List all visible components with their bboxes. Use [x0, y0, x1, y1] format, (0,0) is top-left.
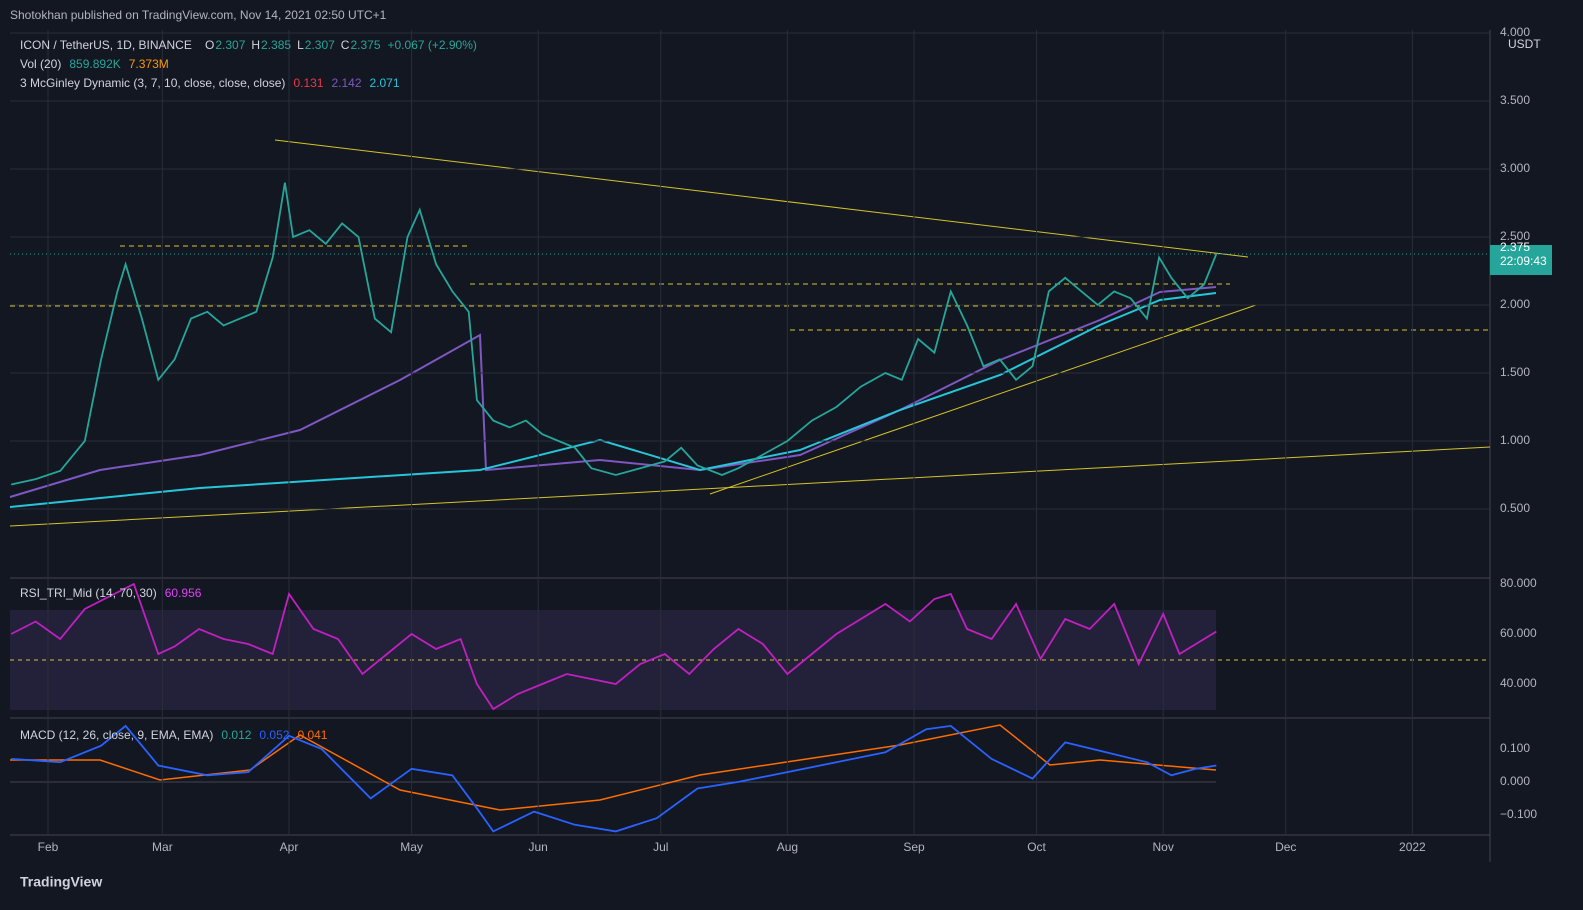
indicator-label: MACD (12, 26, close, 9, EMA, EMA) [20, 728, 213, 742]
trend-line [9, 446, 1491, 527]
quote-key: O [205, 38, 214, 52]
x-tick-label: Mar [152, 840, 173, 854]
indicator-value: 0.012 [221, 728, 251, 742]
x-tick-label: Nov [1153, 840, 1174, 854]
indicator-value: 0.041 [297, 728, 327, 742]
quote-value: 2.375 [350, 38, 380, 52]
y-tick-label: 3.000 [1500, 161, 1530, 175]
x-tick-label: Dec [1275, 840, 1296, 854]
y-tick-label: 0.100 [1500, 741, 1530, 755]
indicator-value: 60.956 [165, 586, 202, 600]
mcginley-slow [9, 286, 1217, 498]
y-tick-label: 40.000 [1500, 676, 1537, 690]
quote-key: L [297, 38, 304, 52]
quote-value: 2.307 [305, 38, 335, 52]
indicator-value: 7.373M [129, 57, 169, 71]
unit: USDT [1508, 37, 1541, 51]
quote-key: C [341, 38, 350, 52]
pane-title: ICON / TetherUS, 1D, BINANCE [20, 38, 192, 52]
indicator-label: 3 McGinley Dynamic (3, 7, 10, close, clo… [20, 76, 285, 90]
quote-value: +0.067 (+2.90%) [388, 38, 477, 52]
footer-logo: TradingView [20, 874, 102, 890]
x-tick-label: Sep [903, 840, 925, 854]
price-badge [1490, 245, 1552, 275]
x-tick-label: Jun [529, 840, 548, 854]
macd-signal [10, 724, 1217, 811]
series-line [11, 724, 1217, 833]
y-tick-label: 1.500 [1500, 365, 1530, 379]
indicator-value: 2.071 [370, 76, 400, 90]
y-tick-label: 0.500 [1500, 501, 1530, 515]
y-tick-label: 3.500 [1500, 93, 1530, 107]
published: Shotokhan published on TradingView.com, … [10, 8, 387, 22]
quote-key: H [251, 38, 260, 52]
y-tick-label: −0.100 [1500, 807, 1537, 821]
quote-value: 2.307 [215, 38, 245, 52]
indicator-label: RSI_TRI_Mid (14, 70, 30) [20, 586, 157, 600]
trend-line [709, 304, 1257, 495]
indicator-label: Vol (20) [20, 57, 61, 71]
y-tick-label: 2.000 [1500, 297, 1530, 311]
quote-value: 2.385 [261, 38, 291, 52]
x-tick-label: May [400, 840, 423, 854]
y-tick-label: 0.000 [1500, 774, 1530, 788]
indicator-value: 2.142 [331, 76, 361, 90]
x-tick-label: 2022 [1399, 840, 1426, 854]
y-tick-label: 60.000 [1500, 626, 1537, 640]
x-tick-label: Jul [653, 840, 668, 854]
x-tick-label: Apr [280, 840, 299, 854]
x-tick-label: Feb [38, 840, 59, 854]
y-tick-label: 80.000 [1500, 576, 1537, 590]
y-tick-label: 1.000 [1500, 433, 1530, 447]
y-tick-label: 4.000 [1500, 25, 1530, 39]
x-tick-label: Oct [1027, 840, 1046, 854]
mcginley-mid [9, 292, 1217, 508]
indicator-value: 0.052 [259, 728, 289, 742]
indicator-value: 859.892K [69, 57, 120, 71]
y-tick-label: 2.500 [1500, 229, 1530, 243]
x-tick-label: Aug [777, 840, 798, 854]
series-line [11, 182, 1218, 486]
indicator-value: 0.131 [293, 76, 323, 90]
last-price: 2.375 [1500, 240, 1530, 254]
countdown: 22:09:43 [1500, 254, 1547, 268]
series-line [10, 582, 1217, 711]
